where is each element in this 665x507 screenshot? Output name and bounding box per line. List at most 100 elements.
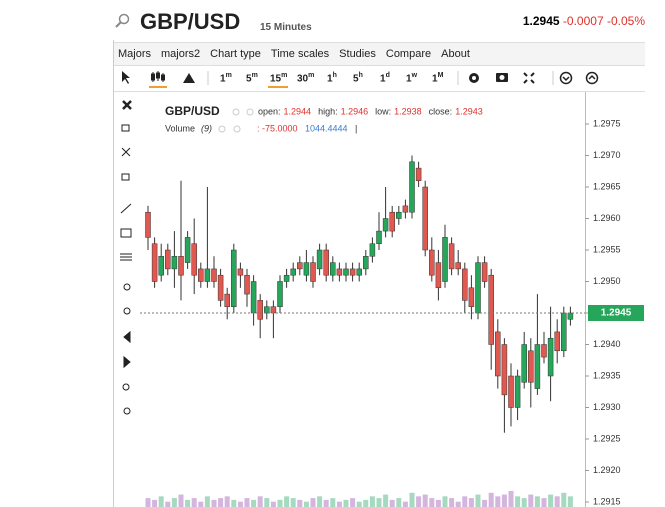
candle-body xyxy=(541,344,547,358)
volume-bar xyxy=(224,496,230,507)
upload-icon[interactable] xyxy=(585,71,599,85)
visibility-icon[interactable] xyxy=(218,125,226,133)
candle-body xyxy=(534,344,541,389)
camera-icon[interactable] xyxy=(496,73,508,82)
volume-bar xyxy=(171,498,177,507)
settings-icon[interactable] xyxy=(469,73,479,83)
y-tick-label: 1.2955 xyxy=(593,244,621,254)
timeframe-button[interactable]: 5h xyxy=(353,72,363,84)
timeframe-button[interactable]: 5m xyxy=(246,72,258,84)
menu-item[interactable]: Compare xyxy=(385,48,432,60)
zoom-in-tool[interactable] xyxy=(123,283,131,291)
volume-label: Volume xyxy=(165,123,195,133)
copy-tool[interactable] xyxy=(121,173,130,181)
volume-bar xyxy=(416,496,422,507)
reset-zoom-tool[interactable] xyxy=(122,383,130,391)
search-icon[interactable] xyxy=(115,13,131,29)
volume-bar xyxy=(402,501,408,507)
timeframe-button[interactable]: 15m xyxy=(270,72,287,84)
candle-body xyxy=(369,243,376,257)
trend-line-tool[interactable] xyxy=(120,203,132,214)
legend: GBP/USD Volume (9) : -75.0000 1044.4444 … xyxy=(165,104,357,133)
candle-body xyxy=(389,211,395,232)
volume-bar xyxy=(554,496,560,507)
header: GBP/USD 15 Minutes 1.2945 -0.0007 -0.05% xyxy=(0,0,665,40)
volume-bar xyxy=(548,494,554,507)
volume-bar xyxy=(251,499,257,507)
timeframe-unit: d xyxy=(385,72,390,79)
candle-body xyxy=(224,293,230,307)
timeframe-number: 1 xyxy=(380,73,386,85)
timeframe-button[interactable]: 30m xyxy=(297,72,314,84)
scroll-right-tool[interactable] xyxy=(123,355,131,369)
volume-value: 1044.4444 xyxy=(305,123,348,133)
active-underline xyxy=(149,86,167,88)
candle-body xyxy=(508,375,514,408)
area-type-icon[interactable] xyxy=(183,73,195,83)
candle-body xyxy=(151,243,158,282)
volume-bar xyxy=(350,498,356,507)
scroll-left-tool[interactable] xyxy=(123,330,131,344)
timeframe-button[interactable]: 1w xyxy=(406,72,417,84)
volume-bar xyxy=(211,499,217,507)
close-tool[interactable] xyxy=(122,100,132,110)
menu-item[interactable]: Majors xyxy=(118,48,152,60)
rect-tool[interactable] xyxy=(120,228,132,238)
candle-body xyxy=(448,243,455,270)
candle-body xyxy=(435,262,442,289)
volume-bar xyxy=(152,499,158,507)
candle-body xyxy=(323,249,329,276)
legend-label: open: xyxy=(258,106,281,116)
crosshair-tool[interactable] xyxy=(121,147,131,157)
volume-bar xyxy=(317,496,323,507)
candle-body xyxy=(376,230,382,244)
volume-bar xyxy=(303,501,309,507)
menu-item[interactable]: Time scales xyxy=(270,48,330,60)
timeframe-number: 15 xyxy=(270,73,282,85)
reset-tool[interactable] xyxy=(123,407,131,415)
last-price-box xyxy=(588,305,644,321)
settings-icon[interactable] xyxy=(246,108,254,116)
menu-item[interactable]: Chart type xyxy=(210,48,261,60)
cursor-icon[interactable] xyxy=(122,71,130,84)
volume-bar xyxy=(383,494,389,507)
candle-body xyxy=(382,218,389,232)
volume-bar xyxy=(270,501,276,507)
volume-bar xyxy=(409,492,415,507)
change-pct: -0.05% xyxy=(606,14,645,28)
volume-bar xyxy=(336,501,342,507)
legend-value: 1.2938 xyxy=(394,106,422,116)
candle-body xyxy=(184,237,191,263)
volume-bar xyxy=(277,499,283,507)
timeframe-button[interactable]: 1d xyxy=(380,72,390,84)
visibility-icon[interactable] xyxy=(232,108,240,116)
candle-body xyxy=(178,256,184,276)
candle-body xyxy=(468,287,475,307)
timeframe-button[interactable]: 1M xyxy=(432,72,443,84)
candle-body xyxy=(297,262,303,270)
fullscreen-icon[interactable] xyxy=(523,72,535,84)
volume-bar xyxy=(290,498,296,507)
timeframe-button[interactable]: 1h xyxy=(327,72,337,84)
volume-param: (9) xyxy=(201,123,212,133)
volume-bar xyxy=(567,496,573,507)
volume-bar xyxy=(515,496,521,507)
candle-type-icon[interactable] xyxy=(151,71,165,82)
download-icon[interactable] xyxy=(559,71,573,85)
menu-item[interactable]: Studies xyxy=(339,48,376,60)
select-tool[interactable] xyxy=(121,124,130,132)
fib-tool[interactable] xyxy=(120,253,132,261)
menu-item[interactable]: About xyxy=(441,48,470,60)
volume-bar xyxy=(422,494,428,507)
zoom-out-tool[interactable] xyxy=(123,307,131,315)
candle-body xyxy=(409,161,415,213)
volume-bar xyxy=(396,498,402,507)
timeframe-button[interactable]: 1m xyxy=(220,72,232,84)
candle-body xyxy=(488,274,494,345)
candle-body xyxy=(257,300,263,320)
settings-icon[interactable] xyxy=(233,125,241,133)
volume-bar xyxy=(145,498,151,507)
legend-label: close: xyxy=(429,106,453,116)
menu-item[interactable]: majors2 xyxy=(161,48,201,60)
timeframe-unit: m xyxy=(281,72,288,79)
